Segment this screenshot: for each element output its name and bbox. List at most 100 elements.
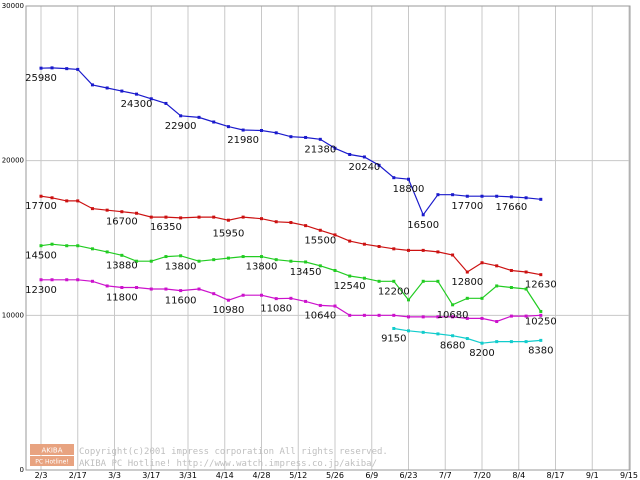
x-tick-label: 8/4 [512, 471, 525, 480]
data-point-blue [495, 194, 499, 198]
data-point-green [65, 244, 69, 248]
data-point-red [377, 245, 381, 249]
data-point-cyan [392, 326, 396, 330]
data-point-red [241, 215, 245, 219]
data-point-blue [105, 86, 109, 90]
data-point-red [509, 268, 513, 272]
data-point-blue [348, 152, 352, 156]
data-point-green [274, 258, 278, 262]
data-point-red [333, 233, 337, 237]
data-label-blue: 25980 [25, 73, 57, 84]
data-point-blue [480, 194, 484, 198]
data-point-red [212, 215, 216, 219]
data-point-green [377, 279, 381, 283]
data-point-magenta [39, 278, 43, 282]
data-point-blue [149, 97, 153, 101]
data-point-blue [50, 66, 54, 70]
copyright-line-1: Copyright(c)2001 impress corporation All… [79, 447, 388, 457]
data-point-red [539, 273, 543, 277]
data-point-magenta [50, 278, 54, 282]
x-tick-label: 7/20 [473, 471, 491, 480]
data-point-blue [226, 125, 230, 129]
data-label-blue: 22900 [165, 121, 197, 132]
data-label-magenta: 11600 [165, 296, 197, 307]
data-point-blue [509, 195, 513, 199]
x-tick-label: 8/17 [547, 471, 565, 480]
data-point-green [524, 287, 528, 291]
data-label-red: 12800 [451, 277, 483, 288]
x-tick-label: 3/31 [179, 471, 197, 480]
data-point-blue [212, 120, 216, 124]
logo-bottom-text: PC Hotline! [35, 459, 68, 466]
data-point-red [274, 220, 278, 224]
data-point-green [333, 268, 337, 272]
data-point-red [164, 215, 168, 219]
data-point-red [495, 264, 499, 268]
data-point-green [241, 255, 245, 259]
x-tick-label: 9/1 [586, 471, 599, 480]
data-point-magenta [226, 298, 230, 302]
y-tick-label: 20000 [2, 157, 24, 165]
data-label-red: 16350 [150, 222, 182, 233]
data-label-red: 12630 [525, 280, 557, 291]
data-point-magenta [436, 315, 440, 319]
data-label-red: 15950 [213, 228, 245, 239]
data-point-green [362, 276, 366, 280]
data-point-blue [318, 137, 322, 141]
data-point-red [179, 216, 183, 220]
data-point-cyan [495, 340, 499, 344]
data-label-red: 15500 [304, 235, 336, 246]
watermark: AKIBA PC Hotline! Copyright(c)2001 impre… [30, 444, 388, 469]
data-point-green [304, 260, 308, 264]
data-point-green [76, 244, 80, 248]
data-point-green [407, 298, 410, 302]
data-point-green [495, 284, 499, 288]
data-point-red [90, 207, 94, 211]
data-point-magenta [76, 278, 80, 282]
data-point-magenta [179, 289, 183, 293]
data-point-green [392, 279, 396, 283]
logo-bottom-box [30, 456, 74, 466]
data-point-blue [421, 213, 425, 217]
data-point-green [179, 254, 183, 258]
data-point-red [362, 242, 366, 246]
data-point-blue [164, 101, 168, 105]
data-label-magenta: 11080 [260, 304, 292, 315]
data-point-blue [274, 131, 278, 135]
data-point-green [149, 259, 153, 263]
data-point-green [50, 242, 54, 246]
data-point-blue [76, 67, 80, 71]
data-point-blue [90, 83, 94, 87]
data-point-blue [362, 155, 366, 159]
data-point-blue [407, 177, 410, 181]
plot-frame [25, 5, 631, 471]
data-point-red [451, 253, 455, 257]
data-point-blue [304, 135, 308, 139]
data-point-green [90, 247, 94, 251]
data-label-magenta: 10250 [525, 316, 557, 327]
data-point-red [135, 211, 139, 215]
akiba-logo: AKIBA PC Hotline! [30, 444, 74, 466]
data-point-magenta [421, 315, 425, 319]
data-point-green [421, 279, 425, 283]
data-label-green: 10680 [437, 310, 469, 321]
x-tick-label: 5/12 [289, 471, 307, 480]
y-tick-label: 0 [20, 466, 24, 474]
data-point-magenta [524, 314, 528, 318]
data-point-blue [289, 135, 293, 139]
data-point-green [197, 259, 201, 263]
data-point-magenta [149, 287, 153, 291]
data-point-red [436, 250, 440, 254]
data-point-magenta [348, 313, 352, 317]
data-point-magenta [362, 313, 366, 317]
data-label-blue: 18800 [393, 184, 425, 195]
x-tick-label: 4/28 [253, 471, 271, 480]
data-label-green: 13450 [290, 267, 322, 278]
data-point-red [149, 215, 153, 219]
x-tick-label: 2/17 [69, 471, 87, 480]
data-point-blue [377, 163, 381, 167]
data-point-red [289, 221, 293, 225]
data-point-green [539, 309, 543, 313]
data-point-blue [436, 193, 440, 197]
data-point-blue [260, 129, 263, 133]
